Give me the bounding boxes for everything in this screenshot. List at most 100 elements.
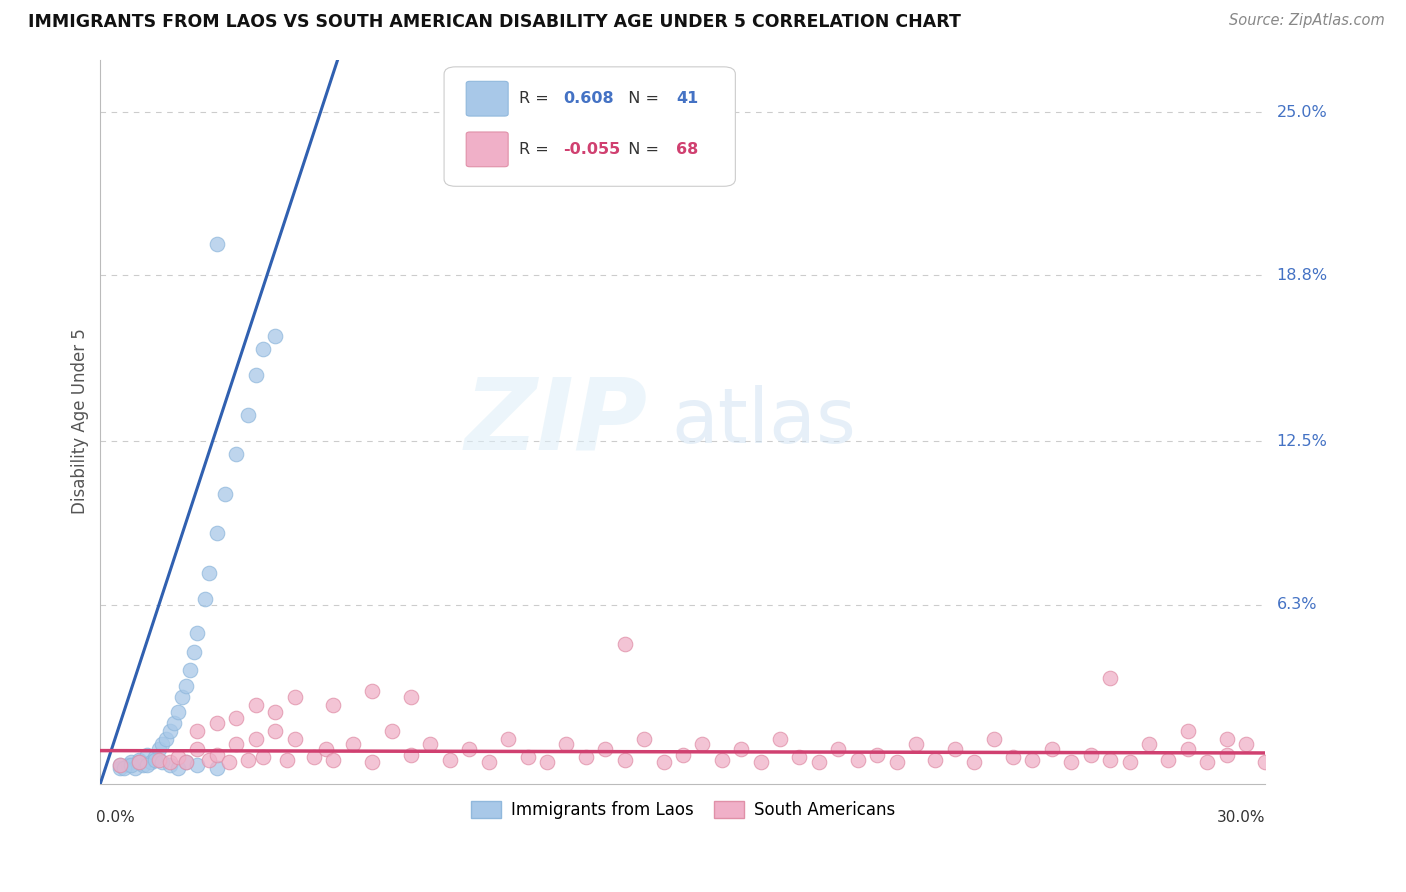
Point xyxy=(205,747,228,762)
Point xyxy=(225,737,247,751)
Text: 0.608: 0.608 xyxy=(562,91,613,106)
Point xyxy=(128,753,150,767)
Point xyxy=(155,731,177,746)
Point xyxy=(159,756,181,770)
Point xyxy=(536,756,558,770)
Point xyxy=(205,526,228,541)
Text: -0.055: -0.055 xyxy=(562,142,620,157)
Point xyxy=(252,750,274,764)
Point xyxy=(963,756,986,770)
Text: ZIP: ZIP xyxy=(465,373,648,470)
Point xyxy=(108,758,131,772)
Point xyxy=(769,731,792,746)
Point xyxy=(866,747,889,762)
Point xyxy=(167,706,190,720)
Point xyxy=(179,663,201,677)
Point xyxy=(183,645,205,659)
Point xyxy=(225,447,247,461)
Point xyxy=(174,679,197,693)
Point xyxy=(170,690,193,704)
Text: N =: N = xyxy=(617,91,664,106)
Text: 68: 68 xyxy=(676,142,699,157)
Point xyxy=(652,756,675,770)
Point xyxy=(283,690,305,704)
Text: R =: R = xyxy=(519,142,554,157)
Point xyxy=(1137,737,1160,751)
Point xyxy=(1254,756,1277,770)
Point xyxy=(136,758,159,772)
Point xyxy=(1021,753,1043,767)
Point xyxy=(276,753,298,767)
Text: 6.3%: 6.3% xyxy=(1277,597,1317,612)
Point xyxy=(1040,742,1063,756)
Legend: Immigrants from Laos, South Americans: Immigrants from Laos, South Americans xyxy=(464,795,901,826)
Text: 12.5%: 12.5% xyxy=(1277,434,1327,449)
Point xyxy=(749,756,772,770)
Point xyxy=(496,731,519,746)
Point xyxy=(1002,750,1025,764)
Point xyxy=(174,756,197,770)
Point xyxy=(128,756,150,770)
Point xyxy=(174,756,197,770)
Point xyxy=(399,747,422,762)
Point xyxy=(730,742,752,756)
Point xyxy=(342,737,364,751)
Point xyxy=(381,723,404,738)
Point xyxy=(516,750,538,764)
Point xyxy=(186,758,208,772)
FancyBboxPatch shape xyxy=(444,67,735,186)
Point xyxy=(167,761,190,775)
Text: atlas: atlas xyxy=(671,384,856,458)
Point xyxy=(692,737,714,751)
Text: Source: ZipAtlas.com: Source: ZipAtlas.com xyxy=(1229,13,1385,29)
Text: 30.0%: 30.0% xyxy=(1218,810,1265,825)
Text: 25.0%: 25.0% xyxy=(1277,104,1327,120)
Point xyxy=(1080,747,1102,762)
Point xyxy=(194,592,217,607)
FancyBboxPatch shape xyxy=(467,81,508,116)
Point xyxy=(789,750,811,764)
Point xyxy=(1215,731,1237,746)
Point xyxy=(458,742,481,756)
Point xyxy=(132,758,155,772)
Point xyxy=(807,756,830,770)
Point xyxy=(361,684,384,698)
Point xyxy=(1118,756,1140,770)
Point xyxy=(245,698,267,712)
Point xyxy=(1197,756,1219,770)
Point xyxy=(264,329,287,343)
Point xyxy=(1099,671,1122,685)
Point xyxy=(710,753,733,767)
Point xyxy=(159,758,181,772)
Point xyxy=(593,742,616,756)
Point xyxy=(120,758,142,772)
Point xyxy=(148,753,170,767)
Text: IMMIGRANTS FROM LAOS VS SOUTH AMERICAN DISABILITY AGE UNDER 5 CORRELATION CHART: IMMIGRANTS FROM LAOS VS SOUTH AMERICAN D… xyxy=(28,13,960,31)
Point xyxy=(1177,742,1199,756)
Point xyxy=(846,753,869,767)
Point xyxy=(186,742,208,756)
Point xyxy=(633,731,655,746)
Point xyxy=(108,761,131,775)
Point xyxy=(439,753,461,767)
Point xyxy=(264,723,287,738)
Point xyxy=(148,742,170,756)
Point xyxy=(117,758,139,772)
Text: N =: N = xyxy=(617,142,664,157)
Point xyxy=(214,487,236,501)
Point xyxy=(163,715,186,730)
Point xyxy=(205,715,228,730)
Point xyxy=(225,711,247,725)
Point xyxy=(283,731,305,746)
Point xyxy=(943,742,966,756)
Point xyxy=(143,753,166,767)
Text: 0.0%: 0.0% xyxy=(97,810,135,825)
Point xyxy=(218,756,240,770)
Y-axis label: Disability Age Under 5: Disability Age Under 5 xyxy=(72,328,89,515)
Point xyxy=(983,731,1005,746)
Point xyxy=(124,761,146,775)
Point xyxy=(152,756,174,770)
Point xyxy=(1099,753,1122,767)
Point xyxy=(128,756,150,770)
Point xyxy=(205,761,228,775)
